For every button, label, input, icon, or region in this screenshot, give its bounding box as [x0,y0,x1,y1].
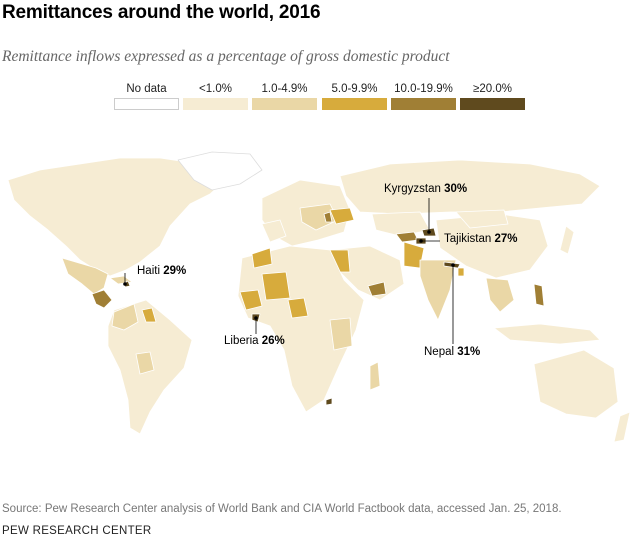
region-iberia [261,219,287,243]
callout-dot-haiti [123,282,127,286]
callout-tajikistan: Tajikistan 27% [444,233,518,245]
region-new-zealand [613,411,631,443]
callout-haiti: Haiti 29% [137,265,186,277]
legend-item-1-to-4: 1.0-4.9% [252,82,317,110]
region-central-america [91,289,113,309]
callout-value: 30% [444,183,468,195]
region-yemen [367,281,387,297]
callout-value: 29% [163,265,187,277]
callout-value: 27% [494,233,518,245]
chart-title: Remittances around the world, 2016 [2,2,321,23]
legend: No data <1.0% 1.0-4.9% 5.0-9.9% 10.0-19.… [114,82,526,112]
legend-item-no-data: No data [114,82,179,110]
legend-swatch [114,98,179,110]
callout-name: Nepal [424,346,455,358]
legend-item-under-1: <1.0% [183,82,248,110]
legend-swatch [322,98,387,110]
region-north-america [7,157,233,277]
region-east-africa [329,317,353,351]
region-mongolia [455,209,509,229]
region-nigeria [287,297,309,319]
region-kazakhstan [371,211,431,237]
callout-dot-kyrgyzstan [427,230,431,234]
callout-name: Kyrgyzstan [384,183,441,195]
callout-dot-liberia [254,316,258,320]
source-note: Source: Pew Research Center analysis of … [2,503,562,515]
region-china [435,213,549,279]
world-map [0,150,640,460]
legend-label: 10.0-19.9% [394,83,453,95]
region-mexico [61,257,109,295]
region-venezuela [141,307,157,323]
region-madagascar [369,361,381,391]
region-mali [261,271,291,301]
world-map-svg [7,151,631,443]
region-india [419,259,457,321]
callout-nepal: Nepal 31% [424,346,480,358]
region-west-africa [239,289,263,311]
region-russia [339,159,601,215]
region-uzbekistan [395,231,419,243]
legend-item-20-plus: ≥20.0% [460,82,525,110]
region-ukraine [329,207,355,225]
region-moldova [323,211,333,223]
callout-name: Haiti [137,265,161,277]
region-australia [533,349,619,419]
region-eastern-europe [299,203,339,231]
region-colombia [111,303,139,331]
callout-liberia: Liberia 26% [224,335,285,347]
callout-dots [123,230,455,320]
callout-value: 26% [261,335,285,347]
region-bolivia [135,351,155,375]
callout-leaders [124,198,454,344]
legend-item-5-to-9: 5.0-9.9% [322,82,387,110]
region-lesotho [325,397,333,406]
legend-swatch [183,98,248,110]
callout-name: Liberia [224,335,259,347]
legend-swatch [252,98,317,110]
region-bangladesh [457,267,465,277]
legend-label: ≥20.0% [473,83,512,95]
region-indonesia [493,323,601,345]
callout-dot-nepal [451,263,455,267]
callout-kyrgyzstan: Kyrgyzstan 30% [384,183,467,195]
chart-subtitle: Remittance inflows expressed as a percen… [2,48,450,65]
organization-name: PEW RESEARCH CENTER [2,525,152,537]
legend-swatch [391,98,456,110]
region-japan [559,225,575,255]
region-philippines [533,283,545,307]
legend-item-10-to-19: 10.0-19.9% [391,82,456,110]
legend-label: 1.0-4.9% [261,83,308,95]
region-morocco [251,247,273,269]
callout-value: 31% [457,346,481,358]
legend-label: No data [126,83,167,95]
region-southeast-asia [485,277,515,313]
callout-dot-tajikistan [419,239,423,243]
callout-name: Tajikistan [444,233,492,245]
legend-label: <1.0% [199,83,232,95]
legend-swatch [460,98,525,110]
legend-label: 5.0-9.9% [331,83,378,95]
region-greenland [177,151,263,191]
